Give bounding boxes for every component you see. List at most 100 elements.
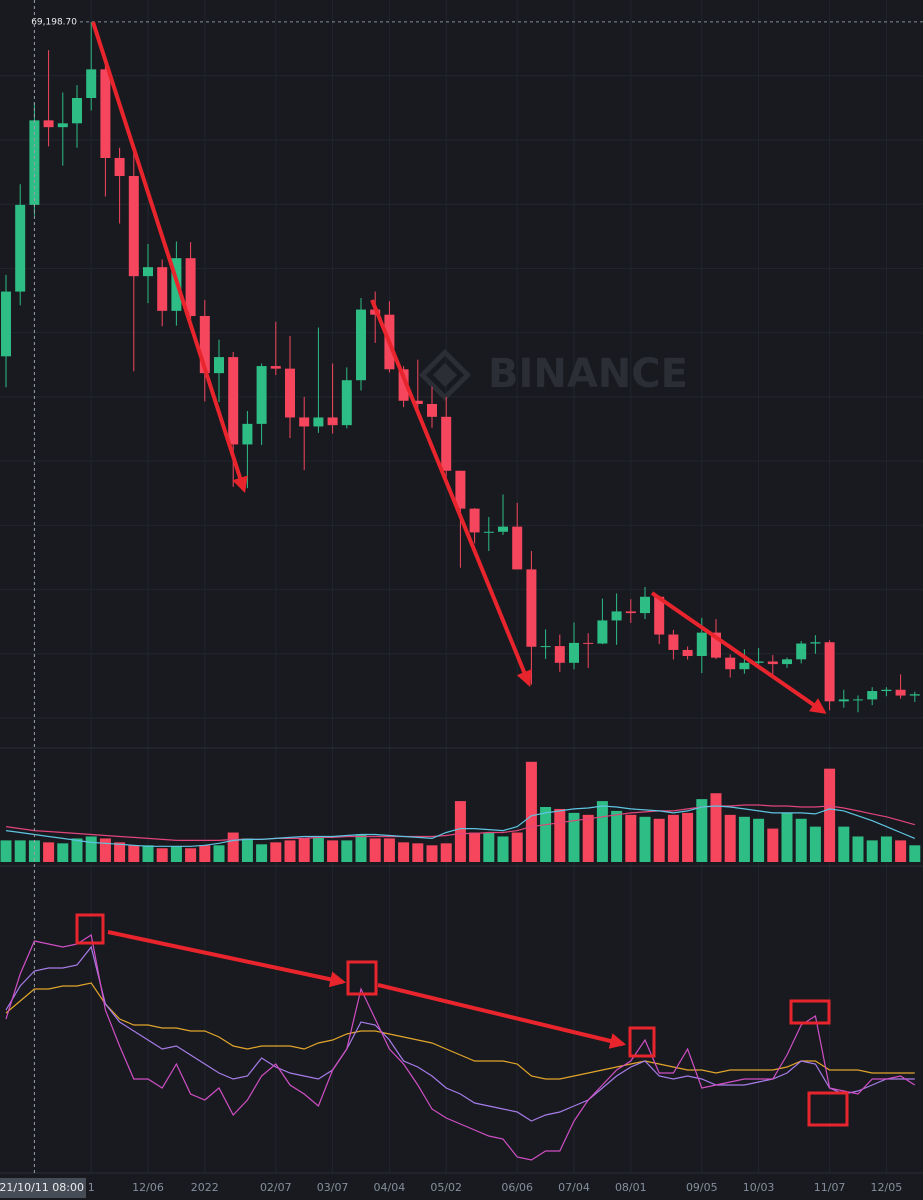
volume-bar [753,818,765,862]
arrow [370,299,532,687]
watermark-text: BINANCE [488,351,688,397]
candle-body [214,357,224,374]
volume-bar [412,843,424,862]
volume-bar [483,832,495,862]
candle-body [469,508,480,533]
candle-body [526,569,537,647]
candle-body [1,291,11,357]
volume-bar [852,836,864,862]
volume-bar [114,842,126,862]
candle-body [625,611,636,614]
volume-bar [809,826,821,862]
candle-body [569,642,579,663]
volume-bar [781,812,793,862]
candle-body [100,69,111,158]
candle-body [242,423,253,445]
volume-bar [57,843,69,862]
candle-body [824,642,835,702]
candle-body [640,596,650,614]
volume-bar [185,848,197,862]
candle-body [341,380,352,426]
volume-bar [611,810,623,862]
x-tick-label: 12/06 [132,1181,164,1194]
x-tick-label: 11/07 [814,1181,846,1194]
volume-bar [426,845,438,862]
volume-bar [653,818,665,862]
candle-body [285,368,295,418]
highlight-box [346,960,378,996]
x-tick-label: 02/07 [260,1181,292,1194]
x-tick-label: 04/04 [374,1181,406,1194]
volume-bar [213,845,225,862]
volume-bar [880,836,892,862]
volume-bar [895,840,907,862]
volume-ma-line [5,805,916,847]
volume-bar [355,834,367,862]
volume-bar [540,806,552,862]
candle-body [767,661,778,665]
x-tick-label: 10/03 [743,1181,775,1194]
volume-bar [667,814,679,862]
candle-body [72,98,82,124]
candle-body [15,204,26,292]
volume-bar [284,840,296,862]
candle-body [143,267,153,277]
volume-bar [28,840,40,862]
volume-bar [199,845,211,862]
candle-body [412,400,423,404]
price-line-label: 69,198.70 [31,17,77,27]
candle-body [199,315,210,374]
candle-body [398,369,409,401]
candle-body [540,646,551,648]
x-tick-label: 08/01 [615,1181,647,1194]
volume-bar [298,838,310,862]
candle-body [810,642,821,644]
indicator-line [5,945,915,1122]
candle-body [725,657,736,670]
crosshair-label: 21/10/11 08:00 [0,1181,84,1194]
arrow [650,591,827,714]
volume-bar [525,761,537,862]
volume-bar [142,845,154,862]
candle-body [796,643,807,660]
candle-body [185,258,196,316]
volume-ma-line [5,804,915,841]
candle-body [696,632,707,656]
candle-body [711,632,721,658]
candle-body [441,416,452,471]
candle-body [114,157,125,176]
candle-body [157,267,168,311]
annotations [75,21,849,1127]
volume-bar [256,844,268,862]
candle-body [838,699,849,702]
candle-body [668,634,679,650]
candle-body [43,120,54,128]
watermark: BINANCE [418,348,688,402]
candle-body [682,649,693,656]
candle-body [228,357,239,445]
arrow [91,21,248,494]
candle-body [128,175,139,277]
arrow [107,930,347,988]
volume-bar [909,845,921,862]
candle-body [512,526,523,570]
volume-bar [71,838,83,862]
highlight-box [628,1026,656,1058]
candle-body [313,417,324,427]
volume-bar [866,840,878,862]
volume-bar [795,818,807,862]
indicator-line [5,982,915,1080]
volume-bar [838,826,850,862]
candle-body [554,646,565,663]
volume-bar [767,828,779,862]
x-tick-label: 05/02 [430,1181,462,1194]
candle-body [327,417,338,426]
candle-body [270,366,281,369]
candle-body [427,403,437,417]
x-tick-label: 06/06 [501,1181,533,1194]
volume-bar [241,838,253,862]
volume-bar [710,793,722,862]
volume-bar [554,808,566,862]
volume-bar [327,840,339,862]
